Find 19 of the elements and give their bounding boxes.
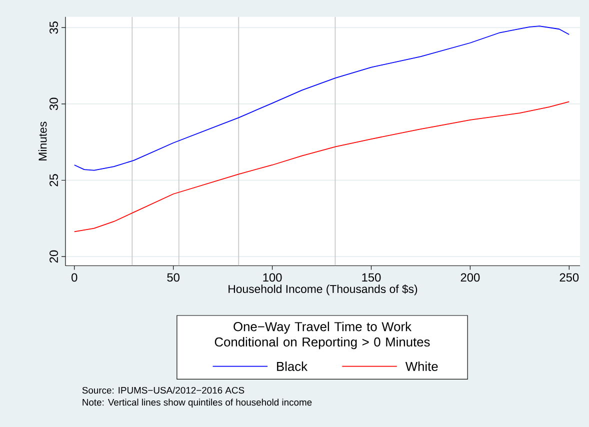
y-tick-label: 30 <box>50 98 58 110</box>
x-tick-label: 200 <box>460 273 480 282</box>
x-axis-title: Household Income (Thousands of $s) <box>228 284 418 296</box>
text: Note: Vertical lines show quintiles of household income <box>82 398 312 408</box>
x-tick-label: 100 <box>263 273 282 282</box>
line-series <box>74 26 570 171</box>
x-tick-label: 150 <box>362 273 381 282</box>
x-tick-label: 0 <box>72 273 78 282</box>
legend-label: White <box>405 362 438 372</box>
y-tick-label: 20 <box>50 250 58 263</box>
y-tick-label: 25 <box>50 174 58 186</box>
y-tick-label: 35 <box>50 21 58 34</box>
legend-title: One−Way Travel Time to Work Conditional on Reporting > 0 Minutes <box>214 322 430 350</box>
line-series <box>74 101 570 232</box>
x-tick-label: 250 <box>560 273 579 282</box>
source-note: Source: IPUMS−USA/2012−2016 ACS <box>82 386 244 394</box>
y-axis-title: Minutes <box>38 122 47 160</box>
x-tick-label: 50 <box>167 273 180 282</box>
legend-label: Black <box>277 362 308 372</box>
